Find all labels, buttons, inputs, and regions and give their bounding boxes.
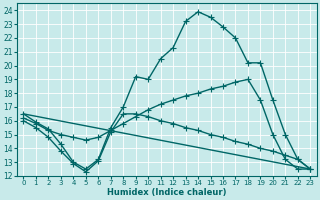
X-axis label: Humidex (Indice chaleur): Humidex (Indice chaleur) [107, 188, 227, 197]
